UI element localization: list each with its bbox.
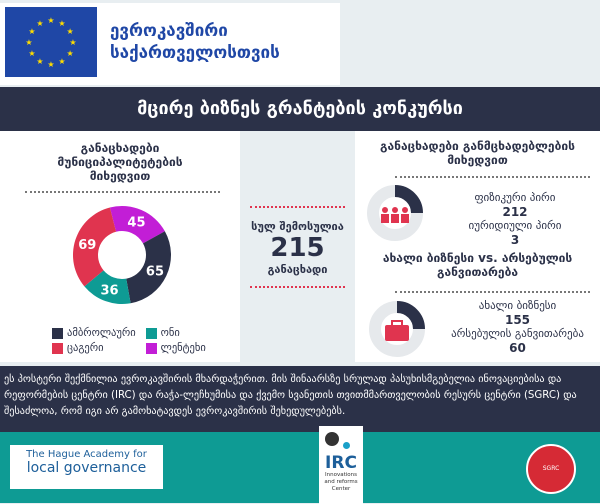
star-icon: ★: [36, 57, 43, 66]
briefcase-ring-icon: [369, 301, 425, 357]
municipal-panel: განაცხადები მუნიციპალიტეტების მიხედვით 4…: [0, 131, 240, 362]
donut-chart: 45 65 36 69: [73, 206, 171, 304]
total-value: 215: [270, 233, 325, 263]
slice-value-label: 36: [100, 283, 118, 298]
eu-logo-text: ევროკავშირი საქართველოსთვის: [110, 20, 280, 64]
legend-swatch: [145, 342, 157, 354]
legend-label: ონი: [160, 327, 180, 339]
donut-slice-3: [73, 207, 117, 287]
slice-value-label: 69: [78, 238, 96, 253]
page-title: მცირე ბიზნეს გრანტების კონკურსი: [0, 87, 600, 131]
stat-value: 212: [502, 205, 528, 219]
divider: [250, 286, 345, 288]
legend-item: ონი: [145, 327, 206, 339]
divider: [395, 176, 590, 178]
stat-value: 60: [509, 341, 526, 355]
star-icon: ★: [28, 27, 35, 36]
partner-logos: The Hague Academy for local governance I…: [0, 426, 600, 504]
star-icon: ★: [47, 16, 54, 25]
stat-value: 3: [510, 233, 520, 247]
applicants-stats: ფიზიკური პირი 212 იურიდიული პირი 3: [435, 191, 595, 247]
divider: [395, 291, 590, 293]
applicants-title: განაცხადები განმცხადებლების მიხედვით: [380, 139, 575, 167]
irc-logo: IRC Innovations and reforms Center: [319, 426, 363, 504]
stat-value: 155: [504, 313, 531, 327]
disclaimer: ეს პოსტერი შექმნილია ევროკავშირის მხარდა…: [0, 366, 600, 432]
business-title: ახალი ბიზნესი vs. არსებულის განვითარება: [382, 251, 573, 279]
legend-swatch: [52, 327, 63, 339]
star-icon: ★: [47, 60, 54, 69]
sgrc-logo: SGRC: [526, 444, 576, 494]
stat-label: ახალი ბიზნესი: [478, 299, 557, 312]
total-label-bottom: განაცხადი: [267, 263, 328, 276]
slice-value-label: 45: [127, 215, 145, 230]
stat-label: იურიდიული პირი: [468, 219, 562, 232]
eu-line2: საქართველოსთვის: [110, 43, 280, 63]
donut-slice-1: [126, 231, 171, 304]
municipal-title: განაცხადები მუნიციპალიტეტების მიხედვით: [57, 141, 183, 183]
donut-slice-0: [109, 206, 165, 244]
divider: [25, 191, 220, 193]
legend-item: ცაგერი: [52, 342, 136, 354]
hague-line2: local governance: [26, 460, 147, 476]
divider: [250, 206, 345, 208]
star-icon: ★: [25, 38, 32, 47]
legend-item: ამბროლაური: [52, 327, 136, 339]
hague-academy-logo: The Hague Academy for local governance: [10, 445, 163, 489]
star-icon: ★: [58, 57, 65, 66]
irc-subtitle: Innovations and reforms Center: [324, 472, 358, 492]
irc-text: IRC: [325, 453, 357, 473]
applicants-panel: განაცხადები განმცხადებლების მიხედვით ფიზ…: [355, 131, 600, 362]
people-ring-icon: [367, 185, 423, 241]
star-icon: ★: [36, 19, 43, 28]
star-icon: ★: [66, 27, 73, 36]
star-icon: ★: [58, 19, 65, 28]
legend-label: ლენტეხი: [160, 342, 206, 354]
legend-label: ამბროლაური: [67, 327, 136, 339]
legend-item: ლენტეხი: [145, 342, 206, 354]
total-box: სულ შემოსულია 215 განაცხადი: [240, 206, 355, 288]
stat-label: არსებულის განვითარება: [451, 327, 584, 340]
donut-slice-2: [84, 270, 131, 304]
total-label-top: სულ შემოსულია: [251, 220, 344, 233]
eu-line1: ევროკავშირი: [110, 21, 228, 41]
stat-label: ფიზიკური პირი: [474, 191, 556, 204]
legend-swatch: [52, 342, 63, 354]
legend: ამბროლაური ონი ცაგერი ლენტეხი: [52, 327, 206, 354]
star-icon: ★: [66, 49, 73, 58]
business-stats: ახალი ბიზნესი 155 არსებულის განვითარება …: [435, 299, 600, 355]
star-icon: ★: [69, 38, 76, 47]
legend-label: ცაგერი: [67, 342, 104, 354]
legend-swatch: [145, 327, 157, 339]
star-icon: ★: [28, 49, 35, 58]
slice-value-label: 65: [146, 265, 164, 280]
eu-flag-icon: ★ ★ ★ ★ ★ ★ ★ ★ ★ ★ ★ ★: [5, 7, 97, 77]
hague-line1: The Hague Academy for: [26, 449, 147, 460]
